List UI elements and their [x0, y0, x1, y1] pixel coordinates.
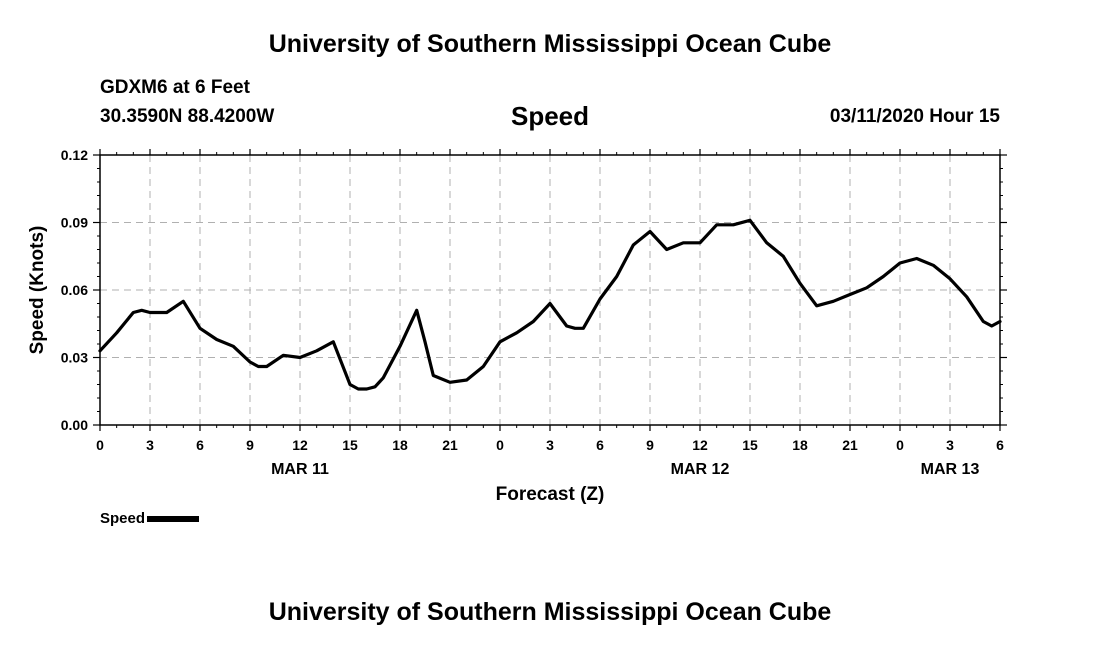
- y-tick-label: 0.09: [61, 215, 88, 231]
- x-tick-label: 0: [96, 437, 104, 453]
- x-tick-label: 12: [692, 437, 708, 453]
- x-tick-label: 15: [742, 437, 758, 453]
- y-axis-title: Speed (Knots): [27, 226, 48, 355]
- x-tick-label: 6: [596, 437, 604, 453]
- axis-ticks: [93, 149, 1007, 431]
- variable-title: Speed: [510, 101, 590, 131]
- speed-series-line: [98, 218, 1002, 391]
- x-tick-label: 6: [996, 437, 1004, 453]
- x-tick-label: 0: [496, 437, 504, 453]
- datetime-label: 03/11/2020 Hour 15: [829, 106, 1000, 127]
- date-label: MAR 12: [671, 461, 730, 478]
- x-tick-label: 12: [292, 437, 308, 453]
- y-tick-label: 0.03: [61, 350, 88, 366]
- axis-labels: 0.00 0.03 0.06 0.09 0.12 0 3 6 9 12 15 18 21 0 3 6 9 12 15…: [61, 147, 1004, 478]
- grid: [100, 155, 1000, 425]
- x-tick-label: 18: [392, 437, 408, 453]
- x-tick-label: 15: [342, 437, 358, 453]
- legend: Speed: [100, 510, 200, 527]
- x-tick-label: 18: [792, 437, 808, 453]
- legend-line-swatch: [147, 515, 200, 522]
- x-tick-label: 6: [196, 437, 204, 453]
- x-tick-label: 9: [646, 437, 654, 453]
- x-tick-label: 3: [146, 437, 154, 453]
- date-label: MAR 11: [271, 461, 329, 478]
- x-tick-label: 21: [842, 437, 858, 453]
- x-tick-label: 21: [442, 437, 458, 453]
- x-tick-label: 3: [946, 437, 954, 453]
- legend-label: Speed: [100, 510, 146, 527]
- chart-title-top: University of Southern Mississippi Ocean…: [268, 30, 832, 58]
- coordinates-label: 30.3590N 88.4200W: [100, 106, 275, 127]
- y-tick-label: 0.12: [61, 147, 88, 163]
- x-tick-label: 0: [896, 437, 904, 453]
- x-tick-label: 9: [246, 437, 254, 453]
- date-label: MAR 13: [921, 461, 980, 478]
- station-label: GDXM6 at 6 Feet: [100, 77, 250, 98]
- x-tick-label: 3: [546, 437, 554, 453]
- y-tick-label: 0.00: [61, 417, 88, 433]
- chart-title-bottom: University of Southern Mississippi Ocean…: [268, 598, 832, 626]
- y-tick-label: 0.06: [61, 282, 88, 298]
- x-axis-title: Forecast (Z): [496, 484, 605, 505]
